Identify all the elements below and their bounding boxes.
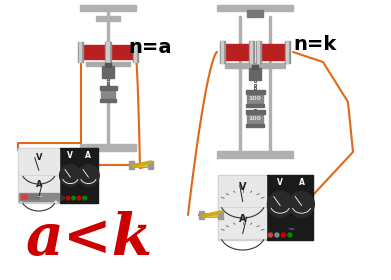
Bar bbox=[107, 42, 108, 62]
Bar bbox=[19, 176, 59, 201]
Circle shape bbox=[282, 233, 285, 237]
Text: n=a: n=a bbox=[128, 38, 172, 57]
Bar bbox=[247, 10, 263, 17]
Bar bbox=[134, 42, 136, 62]
Bar bbox=[246, 110, 264, 114]
Bar bbox=[105, 42, 110, 62]
Text: A: A bbox=[239, 213, 246, 223]
Circle shape bbox=[72, 196, 75, 200]
Bar bbox=[129, 161, 134, 169]
Bar bbox=[261, 44, 285, 60]
Bar bbox=[86, 62, 130, 66]
Bar bbox=[148, 161, 153, 169]
Bar bbox=[249, 68, 261, 80]
Bar bbox=[200, 213, 222, 217]
Bar bbox=[257, 41, 258, 63]
Bar bbox=[247, 112, 263, 125]
Text: A: A bbox=[299, 178, 305, 187]
Bar bbox=[21, 194, 27, 199]
Circle shape bbox=[275, 233, 279, 237]
Bar bbox=[133, 42, 138, 62]
Text: n=k: n=k bbox=[293, 34, 336, 53]
Bar bbox=[219, 208, 266, 238]
Bar bbox=[99, 86, 117, 90]
Bar bbox=[218, 211, 223, 219]
Bar bbox=[106, 42, 111, 62]
Text: V: V bbox=[239, 181, 246, 192]
Bar bbox=[18, 148, 59, 203]
Bar bbox=[247, 92, 263, 105]
Polygon shape bbox=[202, 211, 222, 217]
Bar bbox=[225, 44, 249, 60]
Circle shape bbox=[77, 196, 81, 200]
Bar bbox=[102, 66, 114, 78]
Text: 100: 100 bbox=[249, 96, 262, 101]
Bar bbox=[267, 175, 313, 240]
Bar bbox=[252, 65, 258, 69]
Circle shape bbox=[288, 233, 292, 237]
Bar bbox=[220, 41, 225, 63]
Text: ~: ~ bbox=[287, 225, 294, 235]
Bar bbox=[286, 41, 287, 63]
Circle shape bbox=[78, 165, 99, 186]
Bar bbox=[249, 41, 254, 63]
Bar bbox=[105, 63, 111, 67]
Circle shape bbox=[267, 192, 293, 217]
Bar bbox=[83, 45, 105, 59]
Bar bbox=[246, 104, 264, 107]
Bar bbox=[78, 42, 83, 62]
Bar bbox=[256, 41, 261, 63]
Text: V: V bbox=[67, 151, 73, 160]
Bar bbox=[79, 42, 81, 62]
Bar bbox=[246, 90, 264, 94]
Bar bbox=[218, 175, 267, 240]
Bar bbox=[130, 163, 152, 167]
Bar bbox=[19, 193, 59, 201]
Circle shape bbox=[61, 196, 65, 200]
Bar bbox=[217, 151, 293, 158]
Circle shape bbox=[268, 233, 273, 237]
Bar bbox=[239, 16, 241, 155]
Bar bbox=[59, 148, 98, 203]
Bar bbox=[250, 41, 251, 63]
Circle shape bbox=[83, 196, 86, 200]
Bar bbox=[80, 144, 136, 151]
Bar bbox=[96, 16, 120, 21]
Bar bbox=[225, 63, 285, 68]
Bar bbox=[199, 211, 204, 219]
Bar bbox=[217, 5, 293, 11]
Bar bbox=[106, 42, 108, 62]
Bar bbox=[246, 124, 264, 127]
Text: +: + bbox=[53, 199, 59, 204]
Polygon shape bbox=[132, 161, 152, 167]
Bar bbox=[107, 8, 109, 148]
Bar bbox=[285, 41, 290, 63]
Bar bbox=[80, 5, 136, 11]
Text: A: A bbox=[36, 180, 42, 189]
Bar bbox=[101, 88, 115, 100]
Circle shape bbox=[66, 196, 70, 200]
Bar bbox=[19, 149, 59, 174]
Bar bbox=[29, 194, 39, 199]
Text: V: V bbox=[36, 153, 42, 162]
Circle shape bbox=[289, 192, 314, 217]
Bar bbox=[219, 176, 266, 206]
Bar bbox=[100, 99, 116, 102]
Text: A: A bbox=[86, 151, 91, 160]
Text: a<k: a<k bbox=[25, 211, 152, 268]
Text: 100: 100 bbox=[249, 116, 262, 121]
Circle shape bbox=[59, 165, 81, 186]
Bar bbox=[269, 16, 271, 155]
Text: V: V bbox=[277, 178, 283, 187]
Text: ~: ~ bbox=[36, 194, 42, 200]
Text: -: - bbox=[20, 199, 22, 204]
Bar bbox=[221, 41, 222, 63]
Bar bbox=[111, 45, 133, 59]
